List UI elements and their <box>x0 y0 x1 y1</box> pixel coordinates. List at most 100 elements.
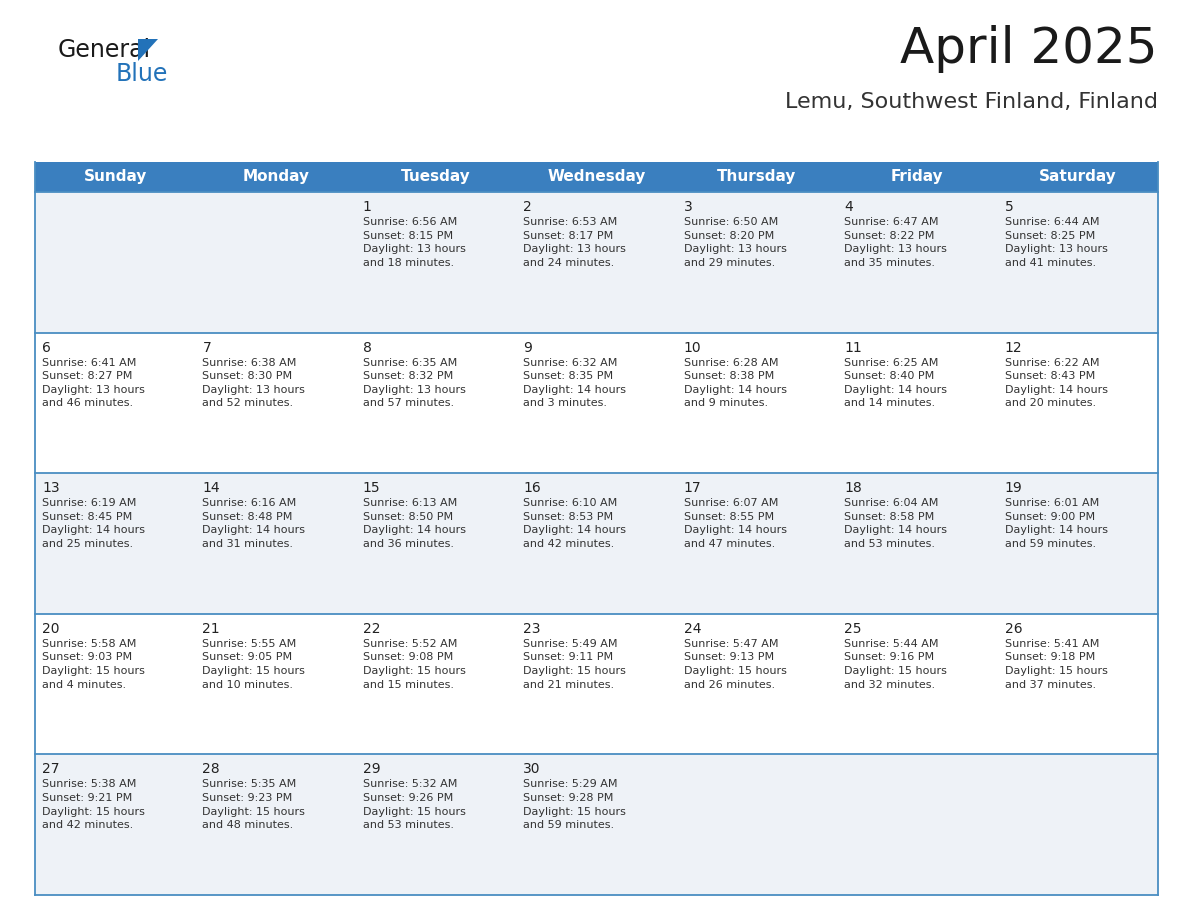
Text: 22: 22 <box>362 621 380 636</box>
Text: 1: 1 <box>362 200 372 214</box>
Bar <box>196 614 356 755</box>
Text: Wednesday: Wednesday <box>548 170 646 185</box>
Text: 6: 6 <box>42 341 51 354</box>
Text: Sunrise: 6:04 AM
Sunset: 8:58 PM
Daylight: 14 hours
and 53 minutes.: Sunrise: 6:04 AM Sunset: 8:58 PM Dayligh… <box>845 498 947 549</box>
Text: Monday: Monday <box>242 170 309 185</box>
Text: Sunrise: 6:32 AM
Sunset: 8:35 PM
Daylight: 14 hours
and 3 minutes.: Sunrise: 6:32 AM Sunset: 8:35 PM Dayligh… <box>523 358 626 409</box>
Bar <box>838 192 998 332</box>
Text: 28: 28 <box>202 763 220 777</box>
Text: 3: 3 <box>684 200 693 214</box>
Text: Sunrise: 5:41 AM
Sunset: 9:18 PM
Daylight: 15 hours
and 37 minutes.: Sunrise: 5:41 AM Sunset: 9:18 PM Dayligh… <box>1005 639 1107 689</box>
Text: Sunrise: 6:47 AM
Sunset: 8:22 PM
Daylight: 13 hours
and 35 minutes.: Sunrise: 6:47 AM Sunset: 8:22 PM Dayligh… <box>845 217 947 268</box>
Text: 23: 23 <box>523 621 541 636</box>
Text: Sunrise: 5:32 AM
Sunset: 9:26 PM
Daylight: 15 hours
and 53 minutes.: Sunrise: 5:32 AM Sunset: 9:26 PM Dayligh… <box>362 779 466 830</box>
Text: 21: 21 <box>202 621 220 636</box>
Text: Sunrise: 6:28 AM
Sunset: 8:38 PM
Daylight: 14 hours
and 9 minutes.: Sunrise: 6:28 AM Sunset: 8:38 PM Dayligh… <box>684 358 786 409</box>
Bar <box>838 755 998 895</box>
Text: Sunrise: 6:07 AM
Sunset: 8:55 PM
Daylight: 14 hours
and 47 minutes.: Sunrise: 6:07 AM Sunset: 8:55 PM Dayligh… <box>684 498 786 549</box>
Bar <box>34 755 196 895</box>
Text: Sunrise: 6:25 AM
Sunset: 8:40 PM
Daylight: 14 hours
and 14 minutes.: Sunrise: 6:25 AM Sunset: 8:40 PM Dayligh… <box>845 358 947 409</box>
Bar <box>34 192 196 332</box>
Text: Sunrise: 5:44 AM
Sunset: 9:16 PM
Daylight: 15 hours
and 32 minutes.: Sunrise: 5:44 AM Sunset: 9:16 PM Dayligh… <box>845 639 947 689</box>
Text: 24: 24 <box>684 621 701 636</box>
Text: 5: 5 <box>1005 200 1013 214</box>
Bar <box>677 614 838 755</box>
Text: 14: 14 <box>202 481 220 495</box>
Text: Sunrise: 5:49 AM
Sunset: 9:11 PM
Daylight: 15 hours
and 21 minutes.: Sunrise: 5:49 AM Sunset: 9:11 PM Dayligh… <box>523 639 626 689</box>
Text: 26: 26 <box>1005 621 1022 636</box>
Text: Sunrise: 5:29 AM
Sunset: 9:28 PM
Daylight: 15 hours
and 59 minutes.: Sunrise: 5:29 AM Sunset: 9:28 PM Dayligh… <box>523 779 626 830</box>
Text: 27: 27 <box>42 763 59 777</box>
Text: Sunrise: 6:56 AM
Sunset: 8:15 PM
Daylight: 13 hours
and 18 minutes.: Sunrise: 6:56 AM Sunset: 8:15 PM Dayligh… <box>362 217 466 268</box>
Text: Sunrise: 6:16 AM
Sunset: 8:48 PM
Daylight: 14 hours
and 31 minutes.: Sunrise: 6:16 AM Sunset: 8:48 PM Dayligh… <box>202 498 305 549</box>
Bar <box>677 332 838 473</box>
Text: Sunrise: 6:41 AM
Sunset: 8:27 PM
Daylight: 13 hours
and 46 minutes.: Sunrise: 6:41 AM Sunset: 8:27 PM Dayligh… <box>42 358 145 409</box>
Text: 30: 30 <box>523 763 541 777</box>
Text: 15: 15 <box>362 481 380 495</box>
Text: 19: 19 <box>1005 481 1023 495</box>
Text: Saturday: Saturday <box>1040 170 1117 185</box>
Text: 17: 17 <box>684 481 701 495</box>
Text: General: General <box>58 38 151 62</box>
Text: 16: 16 <box>523 481 541 495</box>
Text: Sunrise: 5:58 AM
Sunset: 9:03 PM
Daylight: 15 hours
and 4 minutes.: Sunrise: 5:58 AM Sunset: 9:03 PM Dayligh… <box>42 639 145 689</box>
Text: Sunrise: 5:38 AM
Sunset: 9:21 PM
Daylight: 15 hours
and 42 minutes.: Sunrise: 5:38 AM Sunset: 9:21 PM Dayligh… <box>42 779 145 830</box>
Bar <box>196 473 356 614</box>
Text: April 2025: April 2025 <box>901 25 1158 73</box>
Text: 7: 7 <box>202 341 211 354</box>
Bar <box>34 332 196 473</box>
Text: Sunrise: 6:44 AM
Sunset: 8:25 PM
Daylight: 13 hours
and 41 minutes.: Sunrise: 6:44 AM Sunset: 8:25 PM Dayligh… <box>1005 217 1107 268</box>
Bar <box>998 614 1158 755</box>
Text: Sunrise: 6:01 AM
Sunset: 9:00 PM
Daylight: 14 hours
and 59 minutes.: Sunrise: 6:01 AM Sunset: 9:00 PM Dayligh… <box>1005 498 1107 549</box>
Text: 13: 13 <box>42 481 59 495</box>
Text: Sunrise: 5:47 AM
Sunset: 9:13 PM
Daylight: 15 hours
and 26 minutes.: Sunrise: 5:47 AM Sunset: 9:13 PM Dayligh… <box>684 639 786 689</box>
Bar <box>196 755 356 895</box>
Bar <box>517 192 677 332</box>
Text: Sunrise: 5:55 AM
Sunset: 9:05 PM
Daylight: 15 hours
and 10 minutes.: Sunrise: 5:55 AM Sunset: 9:05 PM Dayligh… <box>202 639 305 689</box>
Bar <box>677 473 838 614</box>
Bar <box>34 162 1158 192</box>
Text: Sunday: Sunday <box>83 170 147 185</box>
Text: Sunrise: 6:35 AM
Sunset: 8:32 PM
Daylight: 13 hours
and 57 minutes.: Sunrise: 6:35 AM Sunset: 8:32 PM Dayligh… <box>362 358 466 409</box>
Bar <box>356 614 517 755</box>
Text: 2: 2 <box>523 200 532 214</box>
Text: Sunrise: 6:13 AM
Sunset: 8:50 PM
Daylight: 14 hours
and 36 minutes.: Sunrise: 6:13 AM Sunset: 8:50 PM Dayligh… <box>362 498 466 549</box>
Bar <box>356 755 517 895</box>
Text: 10: 10 <box>684 341 701 354</box>
Text: Sunrise: 6:53 AM
Sunset: 8:17 PM
Daylight: 13 hours
and 24 minutes.: Sunrise: 6:53 AM Sunset: 8:17 PM Dayligh… <box>523 217 626 268</box>
Bar <box>998 332 1158 473</box>
Bar <box>838 332 998 473</box>
Text: 29: 29 <box>362 763 380 777</box>
Text: Sunrise: 6:38 AM
Sunset: 8:30 PM
Daylight: 13 hours
and 52 minutes.: Sunrise: 6:38 AM Sunset: 8:30 PM Dayligh… <box>202 358 305 409</box>
Text: Friday: Friday <box>891 170 943 185</box>
Bar <box>517 755 677 895</box>
Bar <box>34 473 196 614</box>
Bar <box>356 332 517 473</box>
Text: 9: 9 <box>523 341 532 354</box>
Text: Sunrise: 5:35 AM
Sunset: 9:23 PM
Daylight: 15 hours
and 48 minutes.: Sunrise: 5:35 AM Sunset: 9:23 PM Dayligh… <box>202 779 305 830</box>
Text: Sunrise: 6:50 AM
Sunset: 8:20 PM
Daylight: 13 hours
and 29 minutes.: Sunrise: 6:50 AM Sunset: 8:20 PM Dayligh… <box>684 217 786 268</box>
Bar <box>196 192 356 332</box>
Text: Sunrise: 6:22 AM
Sunset: 8:43 PM
Daylight: 14 hours
and 20 minutes.: Sunrise: 6:22 AM Sunset: 8:43 PM Dayligh… <box>1005 358 1107 409</box>
Bar <box>998 473 1158 614</box>
Text: Sunrise: 5:52 AM
Sunset: 9:08 PM
Daylight: 15 hours
and 15 minutes.: Sunrise: 5:52 AM Sunset: 9:08 PM Dayligh… <box>362 639 466 689</box>
Bar <box>998 192 1158 332</box>
Bar <box>34 614 196 755</box>
Bar <box>517 473 677 614</box>
Text: 11: 11 <box>845 341 861 354</box>
Bar <box>356 473 517 614</box>
Text: 25: 25 <box>845 621 861 636</box>
Text: 20: 20 <box>42 621 59 636</box>
Text: 4: 4 <box>845 200 853 214</box>
Bar <box>196 332 356 473</box>
Text: Sunrise: 6:19 AM
Sunset: 8:45 PM
Daylight: 14 hours
and 25 minutes.: Sunrise: 6:19 AM Sunset: 8:45 PM Dayligh… <box>42 498 145 549</box>
Bar <box>356 192 517 332</box>
Text: Tuesday: Tuesday <box>402 170 470 185</box>
Text: Blue: Blue <box>116 62 169 86</box>
Bar <box>677 755 838 895</box>
Text: 18: 18 <box>845 481 861 495</box>
Text: 12: 12 <box>1005 341 1022 354</box>
Bar <box>517 614 677 755</box>
Bar <box>838 473 998 614</box>
Bar <box>677 192 838 332</box>
